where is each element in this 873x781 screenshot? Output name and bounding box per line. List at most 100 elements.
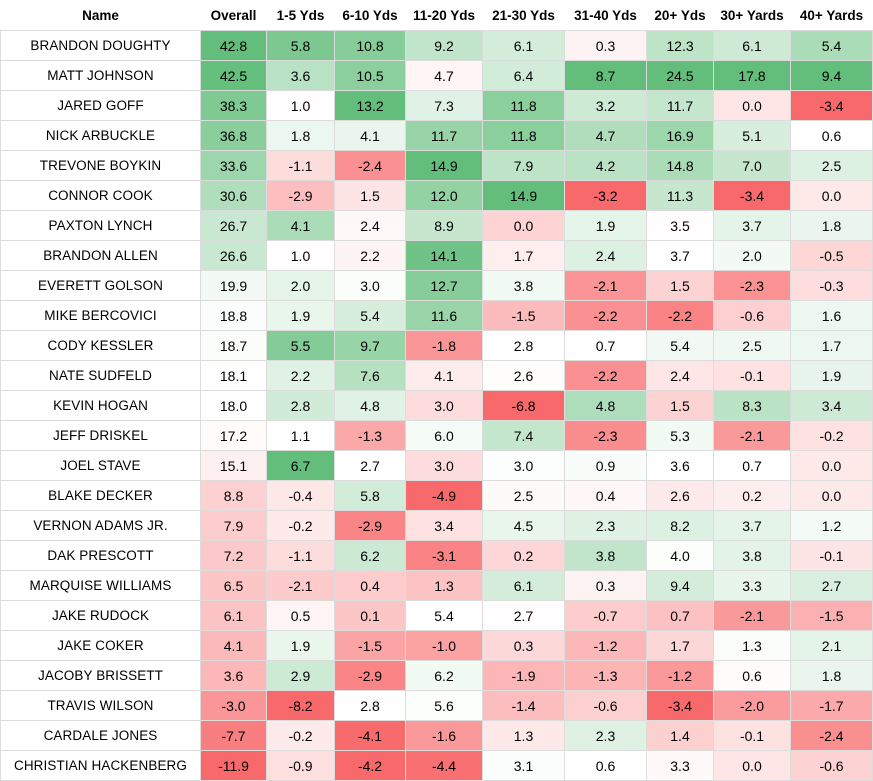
value-cell: 17.2	[200, 420, 267, 451]
value-cell: -0.6	[713, 300, 791, 331]
value-cell: 2.1	[790, 630, 873, 661]
value-cell: 0.0	[790, 450, 873, 481]
value-cell: 4.1	[200, 630, 267, 661]
value-cell: 2.9	[266, 660, 335, 691]
value-cell: -0.2	[266, 510, 335, 541]
value-cell: -0.4	[266, 480, 335, 511]
value-cell: -1.5	[482, 300, 565, 331]
player-name: JAKE COKER	[0, 630, 201, 661]
table-row: JAKE COKER 4.1 1.9 -1.5 -1.0 0.3 -1.2 1.7 1.3 2.1	[0, 630, 873, 661]
value-cell: 0.4	[564, 480, 647, 511]
value-cell: 1.1	[266, 420, 335, 451]
value-cell: 0.2	[482, 540, 565, 571]
value-cell: -3.1	[405, 540, 483, 571]
value-cell: -1.4	[482, 690, 565, 721]
table-row: KEVIN HOGAN 18.0 2.8 4.8 3.0 -6.8 4.8 1.5 8.3 3.4	[0, 390, 873, 421]
player-name: CODY KESSLER	[0, 330, 201, 361]
column-header: 21-30 Yds	[482, 0, 565, 31]
value-cell: 1.8	[266, 120, 335, 151]
value-cell: 5.5	[266, 330, 335, 361]
value-cell: 2.8	[334, 690, 406, 721]
value-cell: 4.8	[334, 390, 406, 421]
value-cell: 30.6	[200, 180, 267, 211]
value-cell: 3.7	[713, 510, 791, 541]
value-cell: 3.6	[200, 660, 267, 691]
table-row: TREVONE BOYKIN 33.6 -1.1 -2.4 14.9 7.9 4.2 14.8…	[0, 150, 873, 181]
header-row: Name Overall 1-5 Yds 6-10 Yds 11-20 Yds 21-30…	[0, 0, 873, 31]
value-cell: 6.1	[482, 570, 565, 601]
value-cell: 1.3	[482, 720, 565, 751]
value-cell: 2.4	[564, 240, 647, 271]
value-cell: -2.1	[564, 270, 647, 301]
player-name: MARQUISE WILLIAMS	[0, 570, 201, 601]
value-cell: 15.1	[200, 450, 267, 481]
value-cell: 5.3	[646, 420, 714, 451]
value-cell: 2.0	[266, 270, 335, 301]
value-cell: 14.8	[646, 150, 714, 181]
value-cell: 2.4	[334, 210, 406, 241]
value-cell: -1.3	[564, 660, 647, 691]
value-cell: -1.8	[405, 330, 483, 361]
value-cell: 3.6	[266, 60, 335, 91]
column-header: 20+ Yds	[646, 0, 714, 31]
value-cell: -1.6	[405, 720, 483, 751]
value-cell: -3.4	[713, 180, 791, 211]
value-cell: 3.2	[564, 90, 647, 121]
value-cell: 0.7	[646, 600, 714, 631]
player-name: EVERETT GOLSON	[0, 270, 201, 301]
table-row: CODY KESSLER 18.7 5.5 9.7 -1.8 2.8 0.7 5.4 2.5 1.…	[0, 330, 873, 361]
value-cell: 1.4	[646, 720, 714, 751]
value-cell: 3.1	[482, 750, 565, 781]
value-cell: 1.5	[646, 270, 714, 301]
column-header: 40+ Yards	[790, 0, 873, 31]
value-cell: 1.6	[790, 300, 873, 331]
value-cell: 0.3	[564, 30, 647, 61]
value-cell: 5.8	[334, 480, 406, 511]
value-cell: 42.8	[200, 30, 267, 61]
value-cell: 0.7	[564, 330, 647, 361]
value-cell: 11.7	[646, 90, 714, 121]
value-cell: 7.9	[482, 150, 565, 181]
value-cell: 1.2	[790, 510, 873, 541]
value-cell: 10.8	[334, 30, 406, 61]
value-cell: 1.3	[405, 570, 483, 601]
value-cell: 12.3	[646, 30, 714, 61]
table-row: JAKE RUDOCK 6.1 0.5 0.1 5.4 2.7 -0.7 0.7 -2.1 -1.…	[0, 600, 873, 631]
value-cell: 6.0	[405, 420, 483, 451]
value-cell: 4.7	[564, 120, 647, 151]
value-cell: 4.0	[646, 540, 714, 571]
value-cell: 9.7	[334, 330, 406, 361]
value-cell: -2.2	[564, 360, 647, 391]
value-cell: 7.2	[200, 540, 267, 571]
value-cell: 3.0	[405, 390, 483, 421]
value-cell: 1.5	[334, 180, 406, 211]
value-cell: 1.7	[646, 630, 714, 661]
value-cell: 14.1	[405, 240, 483, 271]
value-cell: 5.4	[334, 300, 406, 331]
value-cell: 12.0	[405, 180, 483, 211]
value-cell: 3.5	[646, 210, 714, 241]
value-cell: -3.2	[564, 180, 647, 211]
value-cell: 5.8	[266, 30, 335, 61]
table-row: BRANDON ALLEN 26.6 1.0 2.2 14.1 1.7 2.4 3.7 2.0-…	[0, 240, 873, 271]
value-cell: 4.1	[266, 210, 335, 241]
value-cell: 8.3	[713, 390, 791, 421]
value-cell: 12.7	[405, 270, 483, 301]
value-cell: -1.0	[405, 630, 483, 661]
value-cell: 1.9	[266, 630, 335, 661]
value-cell: 18.1	[200, 360, 267, 391]
value-cell: -1.2	[564, 630, 647, 661]
value-cell: 3.3	[646, 750, 714, 781]
value-cell: 6.1	[482, 30, 565, 61]
player-name: JACOBY BRISSETT	[0, 660, 201, 691]
player-name: VERNON ADAMS JR.	[0, 510, 201, 541]
value-cell: 2.5	[482, 480, 565, 511]
value-cell: 1.9	[790, 360, 873, 391]
value-cell: -0.7	[564, 600, 647, 631]
value-cell: -1.7	[790, 690, 873, 721]
column-header: 31-40 Yds	[564, 0, 647, 31]
value-cell: 7.6	[334, 360, 406, 391]
value-cell: 3.8	[482, 270, 565, 301]
value-cell: 2.7	[482, 600, 565, 631]
